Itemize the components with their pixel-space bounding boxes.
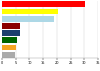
Bar xyxy=(2,37,16,43)
Bar xyxy=(2,30,20,36)
Bar xyxy=(2,23,20,29)
Bar xyxy=(2,16,54,22)
Bar xyxy=(2,9,58,14)
Bar xyxy=(2,45,16,50)
Bar xyxy=(2,52,15,58)
Bar xyxy=(2,1,85,7)
